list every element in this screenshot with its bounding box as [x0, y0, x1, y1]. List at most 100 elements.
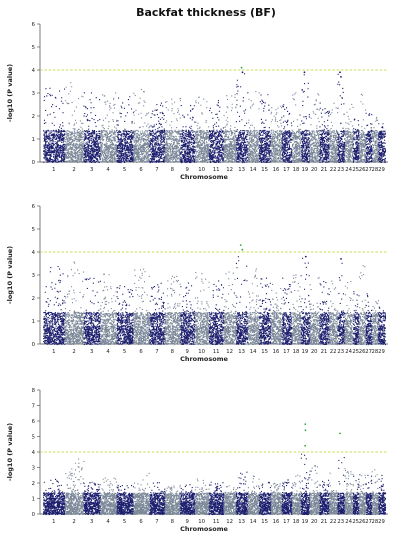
x-tick-label: 20	[311, 519, 318, 525]
x-tick-label: 18	[293, 349, 300, 355]
chromosome-15-points	[258, 94, 272, 163]
chromosome-29-points	[378, 474, 387, 515]
x-tick-label: 15	[261, 167, 268, 173]
x-tick-label: 12	[226, 519, 233, 525]
top-hit-point	[241, 248, 244, 251]
chromosome-22-points	[328, 280, 339, 346]
y-tick-label: 1	[32, 496, 35, 502]
x-axis-label: Chromosome	[180, 173, 228, 181]
chromosome-11-points	[208, 280, 225, 346]
x-tick-label: 14	[250, 519, 257, 525]
chromosome-9-points	[180, 484, 196, 515]
chromosome-1-points	[43, 87, 66, 163]
chromosome-22-points	[328, 472, 339, 515]
top-hit-point	[340, 258, 342, 260]
x-tick-label: 26	[359, 349, 366, 355]
x-tick-label: 14	[250, 167, 257, 173]
chromosome-25-points	[352, 118, 360, 163]
x-tick-label: 10	[198, 167, 205, 173]
y-tick-label: 4	[32, 450, 36, 456]
x-tick-label: 1	[52, 167, 55, 173]
chromosome-10-points	[194, 96, 210, 164]
y-tick-label: 5	[32, 434, 35, 440]
x-tick-label: 28	[372, 167, 379, 173]
snp-points	[43, 256, 387, 346]
x-tick-label: 11	[213, 349, 220, 355]
chromosome-26-points	[358, 265, 367, 345]
x-tick-label: 13	[238, 519, 245, 525]
x-tick-label: 27	[365, 519, 372, 525]
chromosome-7-points	[149, 482, 166, 516]
chromosome-17-points	[281, 104, 293, 163]
chromosome-27-points	[365, 474, 373, 515]
chromosome-18-points	[291, 274, 302, 345]
chromosome-29-points	[378, 306, 387, 346]
chromosome-6-points	[133, 268, 151, 346]
chromosome-29-points	[378, 123, 386, 163]
chromosome-9-points	[180, 105, 196, 164]
chromosome-20-points	[309, 93, 321, 163]
x-tick-label: 27	[365, 349, 372, 355]
x-tick-label: 2	[72, 349, 75, 355]
top-hit-point	[339, 71, 341, 74]
x-tick-label: 16	[273, 519, 280, 525]
top-hit-point	[339, 432, 341, 435]
chromosome-20-points	[309, 466, 320, 516]
chromosome-3-points	[83, 277, 101, 345]
top-hit-point	[241, 71, 244, 74]
chromosome-8-points	[164, 275, 182, 345]
x-tick-label: 26	[359, 167, 366, 173]
chromosome-16-points	[270, 283, 283, 345]
chromosome-13-points	[235, 73, 249, 164]
x-tick-label: 29	[378, 349, 385, 355]
x-tick-label: 9	[186, 519, 189, 525]
y-tick-label: 6	[32, 22, 36, 28]
chromosome-23-points	[337, 73, 346, 163]
chromosome-9-points	[180, 282, 196, 345]
x-tick-label: 17	[283, 167, 290, 173]
x-tick-label: 17	[283, 519, 290, 525]
chromosome-2-points	[64, 82, 85, 164]
x-tick-label: 9	[186, 349, 189, 355]
chromosome-21-points	[319, 102, 330, 163]
chromosome-2-points	[64, 458, 85, 516]
x-tick-label: 8	[171, 167, 175, 173]
y-tick-label: 7	[32, 403, 35, 409]
x-tick-label: 21	[321, 519, 328, 525]
y-tick-label: 3	[32, 273, 35, 279]
x-tick-label: 2	[72, 519, 75, 525]
snp-points	[43, 453, 387, 516]
top-hit-point	[240, 66, 243, 69]
x-tick-label: 21	[321, 349, 328, 355]
chromosome-2-points	[64, 261, 85, 346]
y-axis-label: -log10 (P value)	[6, 64, 14, 122]
top-hit-point	[303, 71, 306, 74]
snp-points	[43, 73, 386, 164]
top-hit-point	[304, 444, 307, 447]
chromosome-23-points	[337, 457, 346, 515]
x-tick-label: 12	[226, 349, 233, 355]
x-tick-label: 16	[273, 349, 280, 355]
chromosome-28-points	[371, 300, 380, 345]
chromosome-16-points	[270, 482, 283, 516]
chromosome-1-points	[43, 266, 66, 346]
top-hit-point	[304, 423, 307, 425]
chromosome-6-points	[132, 472, 151, 515]
x-tick-label: 11	[213, 167, 220, 173]
x-tick-label: 25	[352, 349, 359, 355]
chromosome-20-points	[309, 277, 321, 345]
x-tick-label: 24	[345, 349, 352, 355]
chromosome-10-points	[194, 478, 210, 515]
x-tick-label: 7	[155, 167, 158, 173]
x-tick-label: 1	[52, 349, 55, 355]
x-tick-label: 7	[155, 519, 158, 525]
x-tick-label: 29	[378, 167, 385, 173]
chromosome-21-points	[319, 281, 330, 345]
chromosome-4-points	[99, 273, 118, 346]
x-tick-label: 11	[213, 519, 220, 525]
chromosome-26-points	[358, 474, 367, 516]
x-tick-label: 16	[273, 167, 280, 173]
x-tick-label: 28	[372, 519, 379, 525]
chromosome-21-points	[319, 479, 330, 516]
